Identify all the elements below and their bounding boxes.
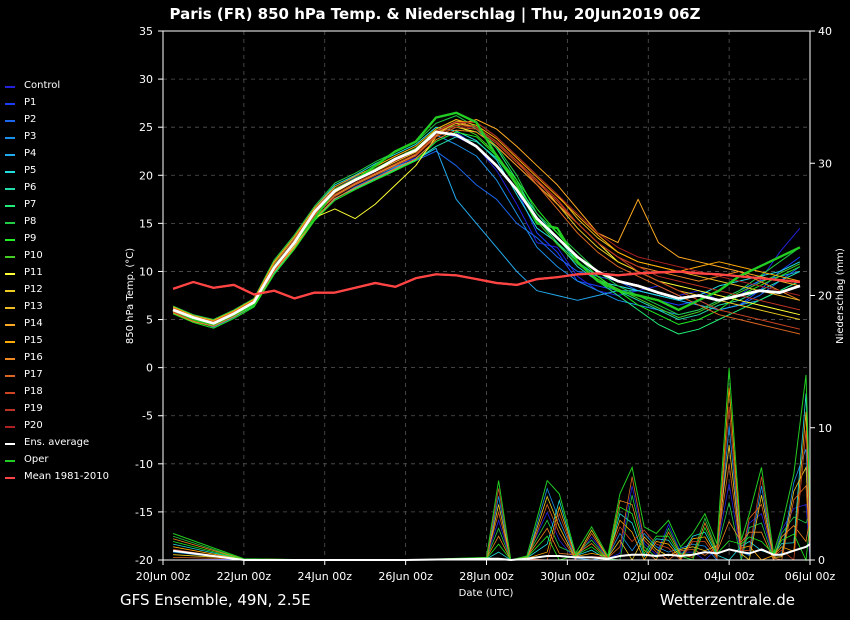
y-tick-label: -10 (135, 458, 153, 471)
legend-label: P5 (24, 165, 36, 176)
y-tick-label: 30 (139, 73, 153, 86)
x-axis: 20Jun 00z 22Jun 00z 24Jun 00z 26Jun 00z 28Ju… (136, 560, 836, 583)
chart-title: Paris (FR) 850 hPa Temp. & Niederschlag … (170, 5, 701, 24)
x-tick-label: 06Jul 00z (785, 570, 836, 583)
y2-tick-label: 20 (818, 290, 832, 303)
legend-label: P20 (24, 420, 43, 431)
legend-label: P18 (24, 386, 43, 397)
y2-tick-label: 0 (818, 554, 825, 567)
legend-label: P13 (24, 301, 43, 312)
y-tick-label: -15 (135, 506, 153, 519)
precip-member-line (173, 506, 811, 562)
legend-label: P17 (24, 369, 43, 380)
y-tick-label: 35 (139, 25, 153, 38)
series-line-p9 (172, 131, 801, 329)
legend-label: P8 (24, 216, 36, 227)
precip-member-line (173, 444, 811, 561)
legend-label: P6 (24, 182, 36, 193)
legend-label: P15 (24, 335, 43, 346)
y2-tick-label: 10 (818, 422, 832, 435)
series-line-p15 (172, 119, 801, 321)
precip-member-line (172, 499, 811, 562)
legend-label: Control (24, 80, 60, 91)
x-tick-label: 28Jun 00z (459, 570, 514, 583)
legend: Control P1 P2 P3 P4 P5 P6 P7 P8 P9 P10 P11 P12 P13 P14… (5, 80, 109, 482)
series-line-p6 (172, 136, 801, 327)
series-line-p18 (172, 126, 801, 330)
y-tick-label: -20 (135, 554, 153, 567)
legend-label: P2 (24, 114, 36, 125)
precip-member-line (173, 483, 811, 561)
x-tick-label: 24Jun 00z (298, 570, 353, 583)
legend-label: P19 (24, 403, 43, 414)
temp-lines (172, 111, 801, 335)
precip-member-line (173, 464, 811, 561)
legend-label: P9 (24, 233, 36, 244)
y-tick-label: 5 (146, 314, 153, 327)
x-axis-label: Date (UTC) (459, 588, 514, 599)
legend-label: Mean 1981-2010 (24, 471, 109, 482)
y-tick-label: 15 (139, 217, 153, 230)
x-tick-label: 26Jun 00z (378, 570, 433, 583)
precip-member-line (173, 406, 811, 561)
y-axis-label: 850 hPa Temp. (°C) (125, 248, 136, 344)
precip-max-line (172, 368, 811, 561)
x-tick-label: 20Jun 00z (136, 570, 191, 583)
y-axis-left: 35 30 25 20 15 10 5 0 -5 -10 -15 -20 (135, 25, 163, 567)
legend-label: Oper (24, 454, 49, 465)
legend-label: P14 (24, 318, 43, 329)
y2-axis-label: Niederschlag (mm) (835, 248, 846, 344)
precip-member-line (172, 495, 811, 561)
series-line-ens-average (172, 130, 801, 325)
x-tick-label: 02Jul 00z (623, 570, 674, 583)
legend-label: P16 (24, 352, 43, 363)
legend-label: P11 (24, 267, 43, 278)
legend-label: P3 (24, 131, 36, 142)
x-tick-label: 22Jun 00z (217, 570, 272, 583)
series-line-mean-1981-2010 (172, 270, 801, 300)
y2-tick-label: 30 (818, 157, 832, 170)
y-tick-label: 20 (139, 169, 153, 182)
y-tick-label: 25 (139, 121, 153, 134)
x-tick-label: 30Jun 00z (540, 570, 595, 583)
y-tick-label: 0 (146, 362, 153, 375)
footer-left: GFS Ensemble, 49N, 2.5E (120, 591, 311, 609)
footer-right: Wetterzentrale.de (660, 591, 795, 609)
y-tick-label: 10 (139, 265, 153, 278)
x-tick-label: 04Jul 00z (704, 570, 755, 583)
y-tick-label: -5 (142, 410, 153, 423)
precip-average-line (172, 543, 811, 562)
series-line-p10 (172, 124, 801, 322)
precip-member-line (173, 393, 811, 561)
legend-label: P10 (24, 250, 43, 261)
legend-label: Ens. average (24, 437, 89, 448)
legend-label: P1 (24, 97, 36, 108)
legend-label: P7 (24, 199, 36, 210)
y2-tick-label: 40 (818, 25, 832, 38)
precip-member-line (173, 425, 811, 561)
y-axis-right: 40 30 20 10 0 (810, 25, 832, 567)
legend-label: P4 (24, 148, 36, 159)
legend-label: P12 (24, 284, 43, 295)
